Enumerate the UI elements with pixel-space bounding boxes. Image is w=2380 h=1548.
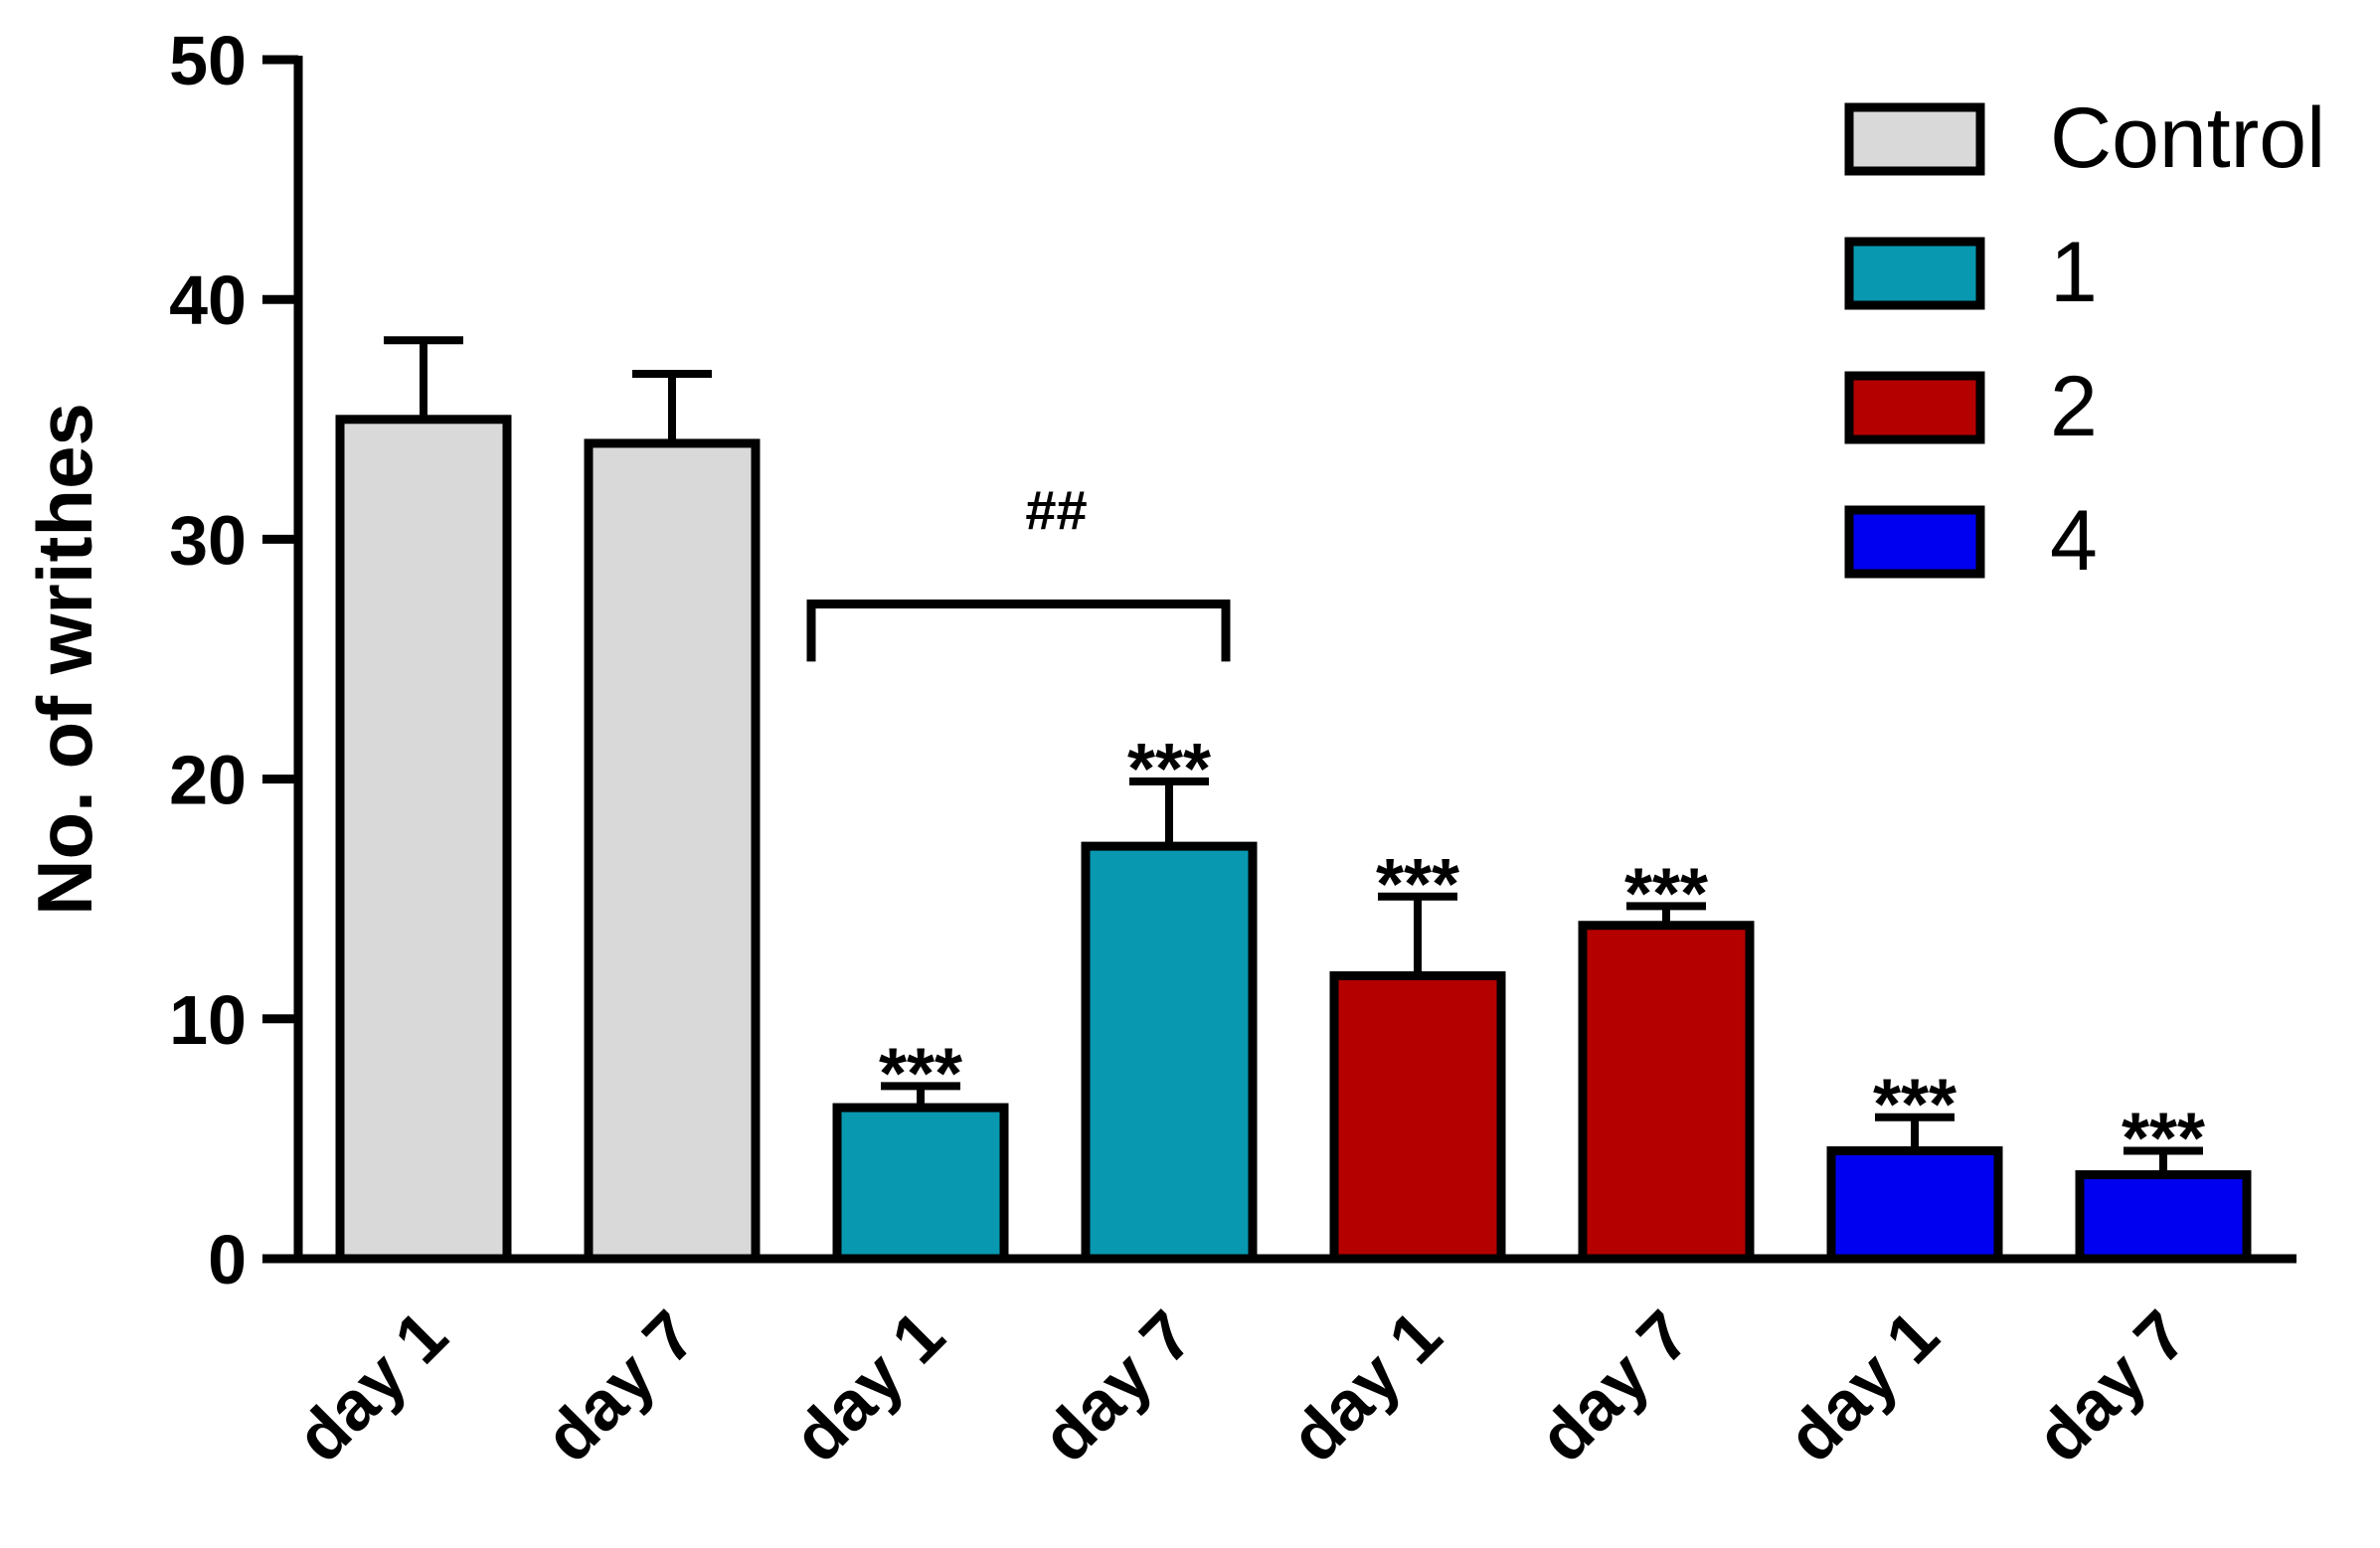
bar — [832, 1103, 1009, 1264]
comparison-bracket — [806, 600, 1231, 662]
x-tick-label: day 1 — [778, 1295, 959, 1476]
bar — [1826, 1145, 2003, 1264]
significance-label: *** — [1873, 1066, 1956, 1145]
bar — [1081, 841, 1258, 1264]
legend-swatch — [1844, 102, 1985, 176]
x-tick-label: day 7 — [2021, 1295, 2202, 1476]
significance-label: *** — [1624, 854, 1708, 934]
bar — [584, 438, 761, 1264]
legend-swatch — [1844, 505, 1985, 579]
x-tick-label: day 7 — [1027, 1295, 1208, 1476]
y-tick-label: 20 — [169, 742, 247, 819]
legend-label: Control — [2050, 90, 2325, 186]
bar — [2075, 1170, 2252, 1264]
legend-swatch — [1844, 371, 1985, 444]
bar — [1329, 970, 1506, 1264]
bar — [335, 415, 512, 1264]
y-tick-label: 10 — [169, 981, 247, 1059]
x-tick-label: day 7 — [1524, 1295, 1705, 1476]
legend-label: 2 — [2050, 359, 2098, 454]
significance-label: *** — [879, 1034, 962, 1114]
significance-label: *** — [1127, 730, 1211, 809]
y-tick-label: 30 — [169, 501, 247, 579]
y-tick-label: 40 — [169, 261, 247, 339]
x-tick-label: day 7 — [530, 1295, 711, 1476]
bar — [1578, 921, 1755, 1264]
y-axis-title: No. of writhes — [21, 403, 108, 916]
legend-swatch — [1844, 237, 1985, 310]
x-tick-label: day 1 — [1275, 1295, 1456, 1476]
x-tick-label: day 1 — [281, 1295, 462, 1476]
legend-label: 4 — [2050, 493, 2098, 589]
y-tick-label: 0 — [208, 1221, 247, 1298]
bracket-label: ## — [1025, 479, 1087, 542]
y-tick-label: 50 — [169, 22, 247, 99]
significance-label: *** — [2122, 1099, 2205, 1178]
significance-label: *** — [1376, 845, 1459, 925]
legend-label: 1 — [2050, 225, 2098, 320]
x-tick-label: day 1 — [1773, 1295, 1954, 1476]
